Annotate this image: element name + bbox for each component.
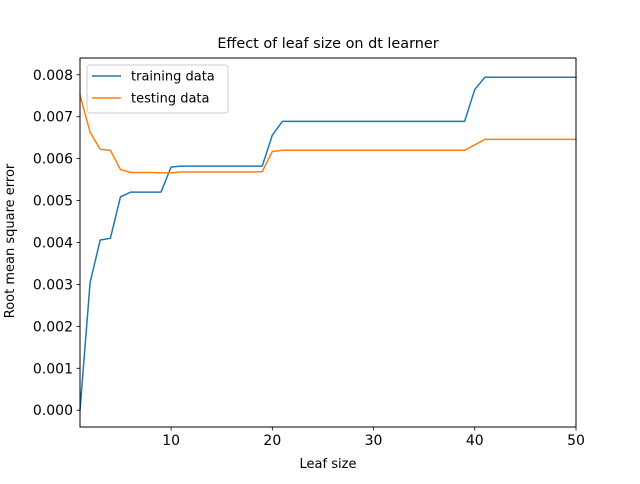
series-line-1 [79,76,577,412]
x-tick-label: 20 [263,433,281,449]
y-tick-label: 0.004 [33,236,73,252]
chart-title: Effect of leaf size on dt learner [217,36,438,52]
x-tick-label: 40 [466,433,484,449]
x-tick-label: 50 [567,433,585,449]
y-tick-label: 0.002 [33,319,73,335]
y-tick-label: 0.000 [33,403,73,419]
series-layer [79,76,577,412]
plot-frame [79,57,577,428]
y-tick-label: 0.006 [33,152,73,168]
series-line-2 [79,93,577,174]
x-tick-label: 30 [365,433,383,449]
x-tick-label: 10 [162,433,180,449]
y-tick-label: 0.003 [33,277,73,293]
y-tick-label: 0.005 [33,194,73,210]
y-tick-label: 0.008 [33,68,73,84]
legend-label-1: training data [131,70,215,85]
y-tick-label: 0.007 [33,110,73,126]
legend: training data testing data [86,64,229,114]
legend-box [86,64,229,114]
y-axis-label: Root mean square error [3,163,18,318]
legend-label-2: testing data [131,92,209,107]
tick-layer: 10 20 30 40 50 0.000 0.001 0.002 0.003 0.004 0.005… [33,68,585,449]
x-axis-label: Leaf size [300,457,357,472]
y-tick-label: 0.001 [33,361,73,377]
